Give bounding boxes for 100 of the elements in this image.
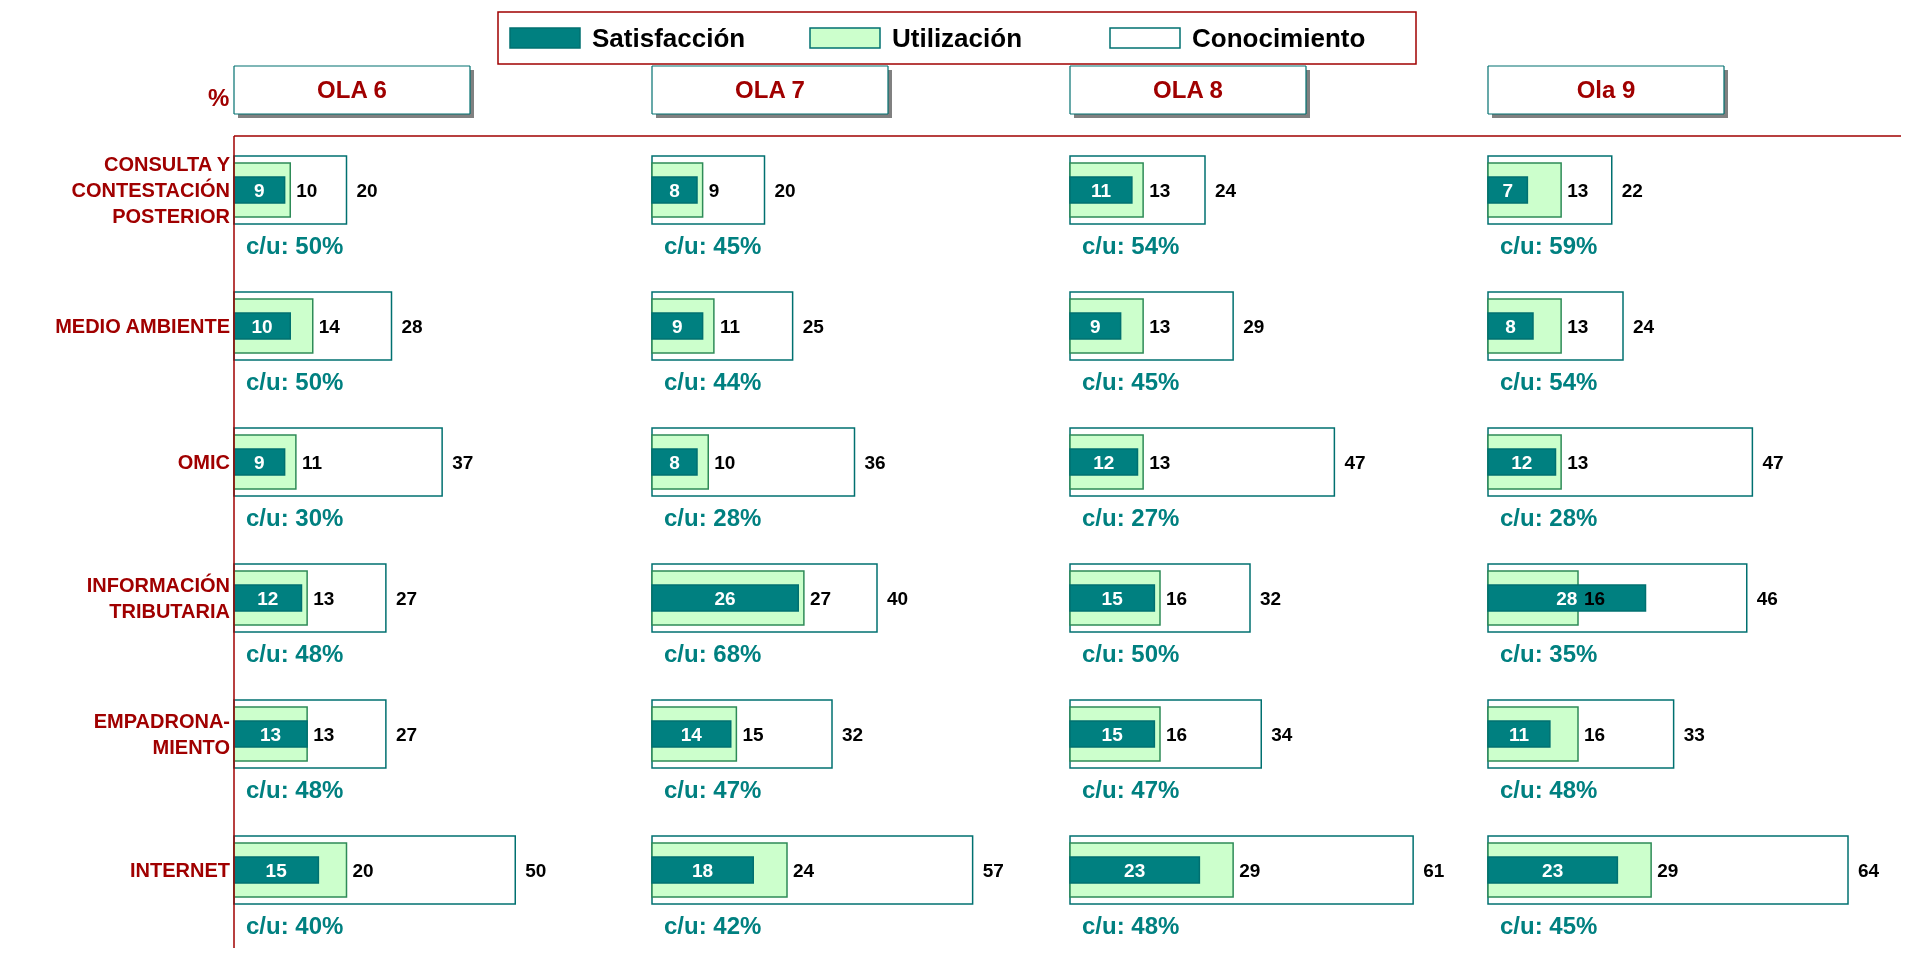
bar (233, 856, 320, 884)
y-tick-label: OMIC (177, 451, 230, 473)
bar (1487, 176, 1529, 204)
data-label: 18 (692, 859, 714, 881)
annotation: c/u: 42% (664, 912, 762, 939)
data-label: 24 (1633, 315, 1655, 337)
data-label: 29 (1239, 859, 1261, 881)
data-label: 20 (356, 179, 378, 201)
data-label: 11 (719, 315, 741, 337)
bar (233, 584, 303, 612)
data-label: 64 (1858, 859, 1880, 881)
data-label: 10 (251, 315, 273, 337)
annotation: c/u: 68% (664, 640, 762, 667)
annotation: c/u: 48% (1082, 912, 1180, 939)
y-tick-label: EMPADRONA- MIENTO (93, 710, 230, 758)
data-label: 25 (802, 315, 825, 337)
data-label: 46 (1756, 587, 1778, 609)
bar (1069, 720, 1156, 748)
data-label: 23 (1124, 859, 1146, 881)
bar (1069, 856, 1201, 884)
bar (1069, 448, 1139, 476)
annotation: c/u: 50% (246, 368, 344, 395)
data-label: 28 (401, 315, 423, 337)
bar (1069, 176, 1133, 204)
data-label: 10 (296, 179, 318, 201)
data-label: 15 (1101, 723, 1124, 745)
bar (651, 856, 754, 884)
chart-title: OLA 7 (735, 76, 805, 104)
bar (651, 584, 799, 612)
legend-label: Satisfacción (592, 23, 746, 54)
data-label: 15 (1101, 587, 1124, 609)
chart-title: Ola 9 (1576, 76, 1636, 104)
data-label: 13 (259, 723, 282, 745)
data-label: 14 (680, 723, 703, 745)
annotation: c/u: 28% (1500, 504, 1598, 531)
data-label: 27 (809, 587, 832, 609)
annotation: c/u: 48% (246, 776, 344, 803)
data-label: 37 (452, 451, 474, 473)
data-label: 9 (708, 179, 720, 201)
y-tick-label: CONSULTA Y CONTESTACIÓN POSTERIOR (71, 153, 231, 227)
data-label: 13 (313, 587, 335, 609)
data-label: 9 (254, 179, 265, 201)
data-label: 15 (742, 723, 764, 745)
y-tick-label: INTERNET (130, 859, 230, 881)
bar (233, 176, 286, 204)
data-label: 24 (1215, 179, 1237, 201)
data-label: 8 (1505, 315, 1516, 337)
data-label: 13 (1567, 315, 1589, 337)
data-label: 7 (1502, 179, 1513, 201)
annotation: c/u: 30% (246, 504, 344, 531)
data-label: 11 (1508, 723, 1530, 745)
data-label: 10 (714, 451, 736, 473)
data-label: 40 (887, 587, 909, 609)
annotation: c/u: 47% (664, 776, 762, 803)
data-label: 8 (669, 179, 680, 201)
y-tick-label: INFORMACIÓN TRIBUTARIA (86, 573, 230, 622)
legend-label: Utilización (892, 23, 1023, 54)
annotation: c/u: 35% (1500, 640, 1598, 667)
data-label: 9 (672, 315, 683, 337)
y-tick-label: MEDIO AMBIENTE (55, 315, 230, 337)
data-label: 12 (1511, 451, 1533, 473)
annotation: c/u: 44% (664, 368, 762, 395)
data-label: 16 (1166, 587, 1188, 609)
data-label: 8 (669, 451, 680, 473)
data-label: 27 (395, 587, 418, 609)
annotation: c/u: 45% (1500, 912, 1598, 939)
data-label: 47 (1344, 451, 1366, 473)
data-label: 57 (982, 859, 1004, 881)
chart-title: OLA 8 (1153, 76, 1223, 104)
y-axis-title: % (208, 84, 230, 111)
data-label: 13 (313, 723, 335, 745)
data-label: 50 (525, 859, 547, 881)
annotation: c/u: 48% (1500, 776, 1598, 803)
bar (651, 312, 704, 340)
annotation: c/u: 54% (1082, 232, 1180, 259)
annotation: c/u: 45% (1082, 368, 1180, 395)
data-label: 13 (1149, 451, 1171, 473)
annotation: c/u: 50% (1082, 640, 1180, 667)
data-label: 9 (254, 451, 265, 473)
data-label: 15 (265, 859, 288, 881)
annotation: c/u: 45% (664, 232, 762, 259)
bar (651, 176, 698, 204)
bar (1487, 448, 1557, 476)
bar (1069, 584, 1156, 612)
data-label: 33 (1683, 723, 1705, 745)
annotation: c/u: 48% (246, 640, 344, 667)
annotation: c/u: 28% (664, 504, 762, 531)
data-label: 12 (1093, 451, 1115, 473)
annotation: c/u: 59% (1500, 232, 1598, 259)
data-label: 12 (257, 587, 279, 609)
data-label: 28 (1556, 587, 1578, 609)
data-label: 47 (1762, 451, 1784, 473)
data-label: 22 (1621, 179, 1643, 201)
data-label: 11 (301, 451, 323, 473)
data-label: 23 (1542, 859, 1564, 881)
annotation: c/u: 27% (1082, 504, 1180, 531)
bar (651, 448, 698, 476)
data-label: 29 (1657, 859, 1679, 881)
data-label: 34 (1271, 723, 1293, 745)
bar (1487, 312, 1534, 340)
